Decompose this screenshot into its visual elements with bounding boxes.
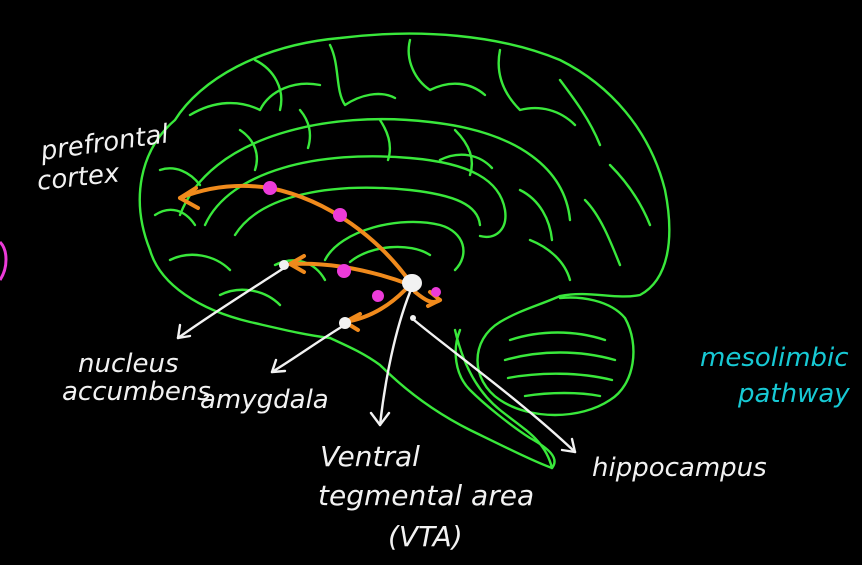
gyrus-19 <box>298 108 312 150</box>
labels: prefrontal cortex nucleus accumbens amyg… <box>36 119 851 553</box>
dopamine-pathways <box>178 183 442 332</box>
amygdala-label: amygdala <box>200 385 329 415</box>
nucleus-accumbens-label-line2: accumbens <box>62 377 211 407</box>
pointer-vta <box>378 290 412 427</box>
gyrus-5 <box>497 48 577 127</box>
gyrus-6 <box>558 78 602 147</box>
pointer-amygdala <box>270 324 345 374</box>
corpus-callosum-lower <box>233 186 482 237</box>
pathway-title-line1: mesolimbic <box>700 343 849 373</box>
synapse-dot <box>333 208 347 222</box>
region-markers <box>279 260 422 329</box>
gyrus-17 <box>453 128 474 177</box>
synapse-dots <box>263 181 441 302</box>
pathway-to-prefrontal-cortex <box>178 183 412 284</box>
gyrus-18 <box>378 118 392 162</box>
pathway-title-line2: pathway <box>737 379 850 409</box>
pointer-hippocampus <box>412 318 577 454</box>
vta-label-line2: tegmental area <box>318 479 534 512</box>
gyrus-9 <box>528 238 572 282</box>
gyrus-2 <box>253 58 283 112</box>
vta-label-line1: Ventral <box>320 440 420 473</box>
gyrus-3 <box>328 43 397 107</box>
pathway-arrowhead-accumbens <box>288 254 306 274</box>
gyrus-4 <box>407 38 487 97</box>
vta-label-line3: (VTA) <box>388 520 463 553</box>
pointer-nucleus-accumbens <box>176 266 286 340</box>
hippocampus-label: hippocampus <box>592 453 767 483</box>
gyrus-11 <box>158 167 202 187</box>
cerebellum-contour <box>476 296 635 417</box>
cingulate-gyrus <box>178 117 572 222</box>
cerebellum-folia-2 <box>503 351 617 362</box>
cerebrum-contour <box>138 32 671 324</box>
gyrus-8 <box>583 198 622 267</box>
synapse-dot <box>263 181 277 195</box>
fornix <box>323 220 465 272</box>
nucleus-accumbens-marker <box>279 260 289 270</box>
gyrus-7 <box>608 163 652 227</box>
edge-circle-fragment <box>0 240 8 281</box>
cerebellum-folia-4 <box>523 391 602 398</box>
pointer-arrowhead-hippocampus <box>560 437 577 454</box>
brain-outline <box>138 32 671 470</box>
gyrus-16 <box>238 128 259 172</box>
nucleus-accumbens-label-line1: nucleus <box>78 349 179 379</box>
frontal-base-contour <box>148 248 332 340</box>
synapse-dot <box>372 290 384 302</box>
gyrus-1 <box>188 82 322 117</box>
vta-marker <box>402 274 422 292</box>
corpus-callosum-upper <box>203 155 507 239</box>
synapse-dot <box>337 264 351 278</box>
synapse-dot <box>431 287 441 297</box>
pointer-arrowhead-amygdala <box>270 358 287 374</box>
brainstem-contour <box>453 328 554 470</box>
pathway-arrowhead-prefrontal <box>178 186 200 210</box>
pointer-lines <box>176 266 577 454</box>
cerebellum-folia-3 <box>506 372 614 382</box>
gyrus-10 <box>518 188 554 242</box>
gyrus-14 <box>218 288 282 307</box>
pointer-arrowhead-nucleus <box>176 323 192 340</box>
gyrus-12 <box>153 208 197 227</box>
gyrus-13 <box>168 253 232 272</box>
cerebellum-folia-1 <box>508 331 607 342</box>
temporal-lobe-contour <box>328 328 556 470</box>
thalamus <box>348 245 432 264</box>
pointer-arrowhead-vta <box>369 411 391 427</box>
gyrus-20 <box>438 153 494 170</box>
